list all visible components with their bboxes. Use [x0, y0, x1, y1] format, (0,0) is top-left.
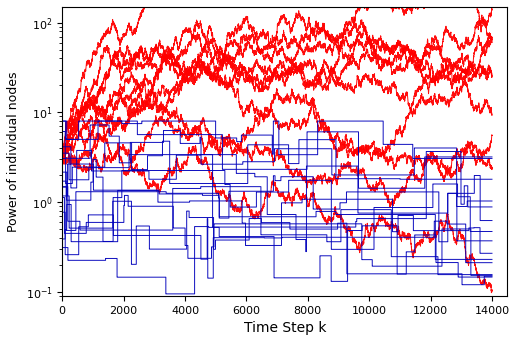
X-axis label: Time Step k: Time Step k	[243, 321, 326, 335]
Y-axis label: Power of individual nodes: Power of individual nodes	[7, 71, 20, 232]
